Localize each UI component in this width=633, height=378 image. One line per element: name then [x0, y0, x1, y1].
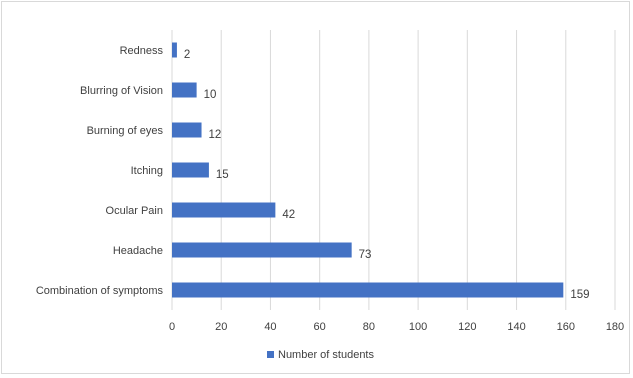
- bar: [172, 202, 276, 218]
- category-label: Combination of symptoms: [36, 285, 164, 297]
- data-label: 2: [184, 49, 190, 61]
- gridlines: [171, 30, 616, 310]
- data-label: 159: [570, 289, 589, 301]
- bar: [172, 242, 352, 258]
- bar-chart: Redness Blurring of Vision Burning of eyes…: [36, 30, 624, 361]
- bar: [172, 282, 564, 298]
- x-tick-label: 140: [507, 321, 525, 333]
- x-tick-label: 80: [363, 321, 375, 333]
- category-label: Ocular Pain: [106, 205, 163, 217]
- category-label: Blurring of Vision: [80, 85, 163, 97]
- x-tick-label: 0: [169, 321, 175, 333]
- x-tick-label: 20: [215, 321, 227, 333]
- data-label: 10: [204, 89, 217, 101]
- category-label: Headache: [113, 245, 163, 257]
- bars: [172, 42, 564, 298]
- bar: [172, 82, 197, 98]
- category-label: Burning of eyes: [87, 125, 164, 137]
- bar: [172, 122, 202, 138]
- category-label: Itching: [131, 165, 163, 177]
- x-axis-tick-labels: 0 20 40 60 80 100 120 140 160 180: [169, 321, 624, 333]
- bar: [172, 162, 209, 178]
- data-labels: 2 10 12 15 42 73 159: [184, 49, 590, 301]
- legend-label: Number of students: [278, 349, 374, 361]
- data-label: 12: [209, 129, 222, 141]
- data-label: 73: [359, 249, 372, 261]
- x-tick-label: 60: [314, 321, 326, 333]
- category-labels: Redness Blurring of Vision Burning of eyes…: [36, 45, 164, 297]
- x-tick-label: 100: [409, 321, 427, 333]
- x-tick-label: 120: [458, 321, 476, 333]
- x-tick-label: 40: [264, 321, 276, 333]
- x-tick-label: 160: [557, 321, 575, 333]
- legend: Number of students: [267, 349, 374, 361]
- bar: [172, 42, 177, 58]
- data-label: 15: [216, 169, 229, 181]
- legend-swatch: [267, 351, 274, 358]
- data-label: 42: [282, 209, 295, 221]
- category-label: Redness: [120, 45, 164, 57]
- x-tick-label: 180: [606, 321, 624, 333]
